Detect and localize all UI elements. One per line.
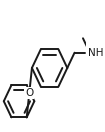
Text: O: O [25,88,33,98]
Text: NH: NH [88,48,104,58]
